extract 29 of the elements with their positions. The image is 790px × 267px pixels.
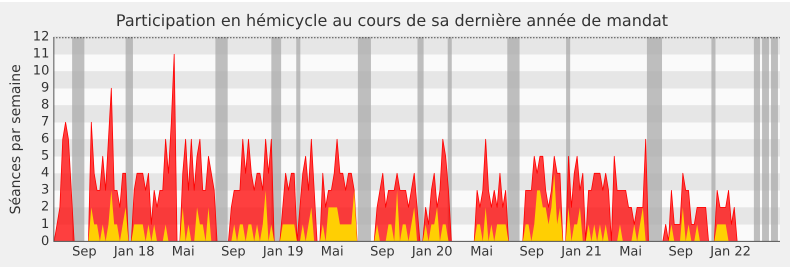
y-tick-label: 3	[41, 182, 50, 198]
y-tick-label: 6	[41, 132, 50, 147]
x-tick-label: Sep	[370, 244, 395, 260]
y-tick-label: 10	[32, 64, 50, 79]
x-tick-label: Mai	[619, 244, 642, 260]
x-tick-label: Jan 22	[709, 244, 751, 260]
x-tick-label: Sep	[72, 244, 97, 260]
y-tick-label: 0	[41, 234, 50, 249]
x-tick-label: Mai	[470, 244, 493, 260]
y-tick-label: 9	[41, 80, 50, 96]
x-tick-label: Mai	[320, 244, 344, 260]
x-tick-label: Jan 20	[410, 244, 453, 260]
y-tick-label: 5	[41, 148, 50, 164]
y-tick-label: 4	[41, 166, 50, 181]
x-tick-label: Sep	[668, 244, 694, 260]
y-tick-label: 1	[41, 216, 50, 232]
x-tick-label: Mai	[172, 244, 195, 260]
x-tick-label: Sep	[221, 244, 246, 260]
y-axis-title: Séances par semaine	[8, 64, 24, 214]
y-tick-label: 7	[41, 114, 50, 130]
x-tick-label: Jan 19	[262, 244, 304, 260]
x-tick-label: Jan 18	[112, 244, 155, 260]
y-tick-label: 8	[41, 98, 50, 113]
x-tick-label: Sep	[520, 244, 544, 260]
y-tick-label: 2	[41, 200, 50, 215]
y-tick-label: 11	[32, 46, 50, 62]
y-tick-label: 12	[32, 30, 50, 45]
x-tick-label: Jan 21	[560, 244, 602, 260]
chart-title: Participation en hémicycle au cours de sa dernière année de mandat	[116, 10, 668, 30]
